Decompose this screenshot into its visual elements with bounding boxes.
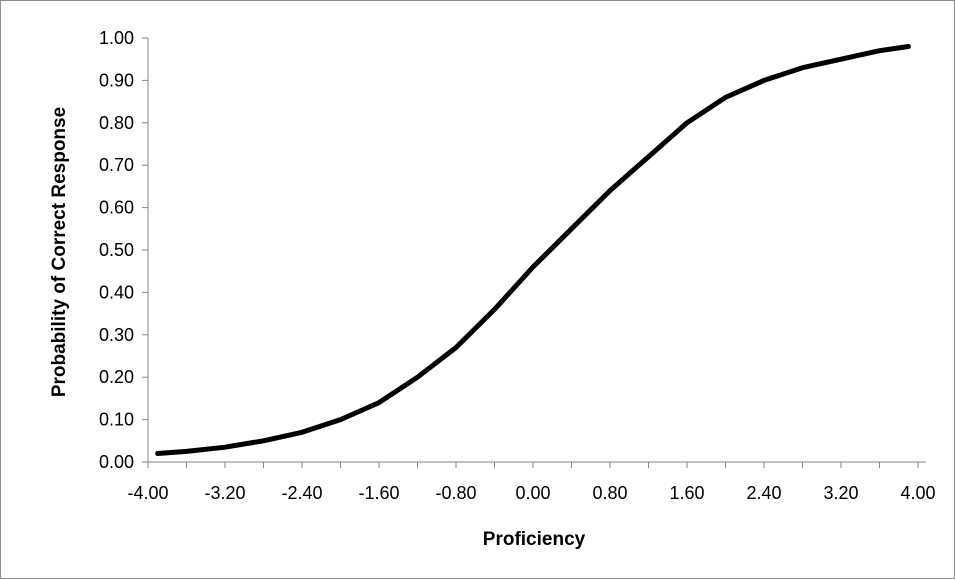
x-tick-label: 2.40 bbox=[746, 483, 781, 503]
y-tick-label: 0.10 bbox=[99, 410, 134, 430]
y-tick-label: 0.00 bbox=[99, 452, 134, 472]
x-tick-label: 4.00 bbox=[900, 483, 935, 503]
x-tick-label: -0.80 bbox=[435, 483, 476, 503]
y-tick-label: 0.70 bbox=[99, 155, 134, 175]
y-axis-title: Probability of Correct Response bbox=[49, 107, 70, 397]
x-tick-label: 3.20 bbox=[823, 483, 858, 503]
x-tick-label: -1.60 bbox=[358, 483, 399, 503]
y-tick-label: 0.80 bbox=[99, 113, 134, 133]
y-tick-label: 0.30 bbox=[99, 325, 134, 345]
x-tick-label: -3.20 bbox=[204, 483, 245, 503]
x-tick-label: -2.40 bbox=[281, 483, 322, 503]
y-tick-label: 1.00 bbox=[99, 28, 134, 48]
x-tick-label: 0.80 bbox=[592, 483, 627, 503]
y-axis: 0.00 0.10 0.20 0.30 0.40 0.50 0.60 0.70 0.80 0.90… bbox=[99, 28, 149, 472]
x-tick-label: 0.00 bbox=[515, 483, 550, 503]
y-tick-label: 0.50 bbox=[99, 240, 134, 260]
y-tick-label: 0.90 bbox=[99, 70, 134, 90]
y-tick-label: 0.20 bbox=[99, 367, 134, 387]
x-axis-title: Proficiency bbox=[483, 529, 586, 550]
x-tick-label: 1.60 bbox=[669, 483, 704, 503]
x-tick-label: -4.00 bbox=[127, 483, 168, 503]
x-axis: -4.00 -3.20 -2.40 -1.60 -0.80 0.00 0.80 1.60 2.4… bbox=[127, 461, 936, 503]
series-line bbox=[155, 44, 911, 456]
series-group bbox=[155, 44, 911, 456]
y-tick-label: 0.60 bbox=[99, 198, 134, 218]
y-tick-label: 0.40 bbox=[99, 282, 134, 302]
